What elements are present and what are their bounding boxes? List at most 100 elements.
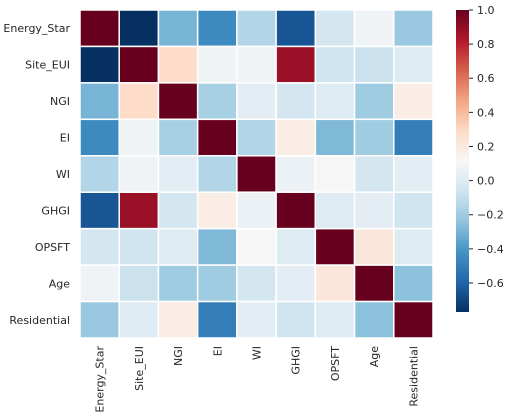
heatmap-cell-energy_star-age <box>353 9 395 48</box>
colorbar-tick-label: 0.8 <box>477 38 495 51</box>
heatmap-cell-ei-ei <box>196 118 238 157</box>
heatmap-cell-wi-energy_star <box>79 155 120 193</box>
colorbar-tick-label: 0.4 <box>477 106 495 119</box>
x-tick-label: EI <box>211 346 224 356</box>
colorbar-tick-label: 0.6 <box>477 72 495 85</box>
heatmap-cell-ngi-ghgi <box>275 82 317 121</box>
x-tick-label: OPSFT <box>329 346 342 381</box>
heatmap-cell-site_eui-ei <box>196 45 238 84</box>
heatmap-cell-ei-ngi <box>157 118 199 157</box>
x-tick-label: Age <box>368 346 381 368</box>
y-tick-label: Energy_Star <box>3 22 70 35</box>
heatmap-cell-ei-site_eui <box>118 118 160 157</box>
heatmap-cell-residential-energy_star <box>79 300 120 339</box>
colorbar-ticks: −0.6 −0.4 −0.2 0.0 0.2 0.4 0.6 0.8 1.0 <box>469 4 504 290</box>
heatmap-cell-ei-age <box>353 118 395 157</box>
heatmap-cell-site_eui-ngi <box>157 45 199 84</box>
heatmap-cell-age-ghgi <box>275 264 317 303</box>
heatmap-cell-ghgi-residential <box>393 191 434 230</box>
heatmap-cell-age-site_eui <box>118 264 160 303</box>
heatmap-cell-wi-opsft <box>314 155 356 193</box>
heatmap-cell-site_eui-residential <box>393 45 434 84</box>
heatmap-cell-ei-wi <box>236 118 277 157</box>
heatmap-cell-ghgi-ghgi <box>275 191 317 230</box>
heatmap-cell-site_eui-opsft <box>314 45 356 84</box>
heatmap-cell-ghgi-site_eui <box>118 191 160 230</box>
heatmap-cell-opsft-residential <box>393 227 434 266</box>
heatmap-cell-energy_star-opsft <box>314 9 356 48</box>
colorbar <box>456 10 469 312</box>
heatmap-cell-residential-residential <box>393 300 434 339</box>
heatmap-cell-age-ei <box>196 264 238 303</box>
y-tick-label: Age <box>49 277 71 290</box>
heatmap-cell-energy_star-energy_star <box>79 9 120 48</box>
x-tick-label: Residential <box>407 346 420 407</box>
heatmap-cell-energy_star-residential <box>393 9 434 48</box>
heatmap-cell-ngi-wi <box>236 82 277 121</box>
heatmap-cell-wi-ei <box>196 155 238 193</box>
heatmap-cell-ngi-ei <box>196 82 238 121</box>
heatmap-cell-residential-ngi <box>157 300 199 339</box>
heatmap-cell-energy_star-ei <box>196 9 238 48</box>
y-tick-label: NGI <box>50 95 70 108</box>
heatmap-cell-opsft-age <box>353 227 395 266</box>
x-tick-labels: Energy_Star Site_EUI NGI EI WI GHGI OPSFT Age Re… <box>94 346 421 413</box>
x-tick-label: Site_EUI <box>133 346 146 391</box>
heatmap-cell-ghgi-opsft <box>314 191 356 230</box>
heatmap-cell-ngi-site_eui <box>118 82 160 121</box>
heatmap-cell-wi-site_eui <box>118 155 160 193</box>
heatmap-cell-ghgi-age <box>353 191 395 230</box>
x-tick-label: GHGI <box>290 346 303 375</box>
heatmap-cell-age-opsft <box>314 264 356 303</box>
x-tick-label: Energy_Star <box>94 346 107 413</box>
heatmap-cell-residential-wi <box>236 300 277 339</box>
heatmap-cell-energy_star-ghgi <box>275 9 317 48</box>
heatmap-cell-wi-ghgi <box>275 155 317 193</box>
colorbar-tick-label: 0.0 <box>477 175 495 188</box>
heatmap-cell-residential-ghgi <box>275 300 317 339</box>
colorbar-tick-label: 1.0 <box>477 4 495 17</box>
heatmap-cell-ei-ghgi <box>275 118 317 157</box>
colorbar-tick-label: −0.6 <box>477 277 504 290</box>
heatmap-cell-energy_star-wi <box>236 9 277 48</box>
y-tick-label: OPSFT <box>35 241 70 254</box>
y-tick-label: WI <box>56 168 70 181</box>
y-tick-label: GHGI <box>41 204 70 217</box>
x-tick-label: WI <box>251 346 264 360</box>
colorbar-tick-label: 0.2 <box>477 140 495 153</box>
heatmap-cell-opsft-site_eui <box>118 227 160 266</box>
y-tick-labels: Energy_Star Site_EUI NGI EI WI GHGI OPSFT Age Re… <box>3 22 70 327</box>
heatmap-cell-age-energy_star <box>79 264 120 303</box>
heatmap-cell-ei-residential <box>393 118 434 157</box>
heatmap-cell-residential-site_eui <box>118 300 160 339</box>
y-tick-label: Site_EUI <box>25 59 70 72</box>
heatmap-cell-age-ngi <box>157 264 199 303</box>
heatmap-cell-opsft-ghgi <box>275 227 317 266</box>
heatmap-cell-site_eui-site_eui <box>118 45 160 84</box>
heatmap-cell-ngi-opsft <box>314 82 356 121</box>
heatmap-cell-ghgi-wi <box>236 191 277 230</box>
colorbar-tick-label: −0.2 <box>477 209 504 222</box>
heatmap-cell-ei-energy_star <box>79 118 120 157</box>
heatmap-cell-ei-opsft <box>314 118 356 157</box>
heatmap-cell-opsft-ei <box>196 227 238 266</box>
heatmap-cell-wi-residential <box>393 155 434 193</box>
x-tick-label: NGI <box>172 346 185 366</box>
heatmap-cell-opsft-opsft <box>314 227 356 266</box>
heatmap-cell-age-wi <box>236 264 277 303</box>
heatmap-cell-age-residential <box>393 264 434 303</box>
heatmap-cell-opsft-energy_star <box>79 227 120 266</box>
heatmap-cell-energy_star-ngi <box>157 9 199 48</box>
y-tick-label: EI <box>60 132 70 145</box>
heatmap-cell-ngi-residential <box>393 82 434 121</box>
heatmap-cell-age-age <box>353 264 395 303</box>
heatmap-cell-residential-opsft <box>314 300 356 339</box>
heatmap-cell-opsft-ngi <box>157 227 199 266</box>
heatmap-cell-ngi-ngi <box>157 82 199 121</box>
heatmap-cell-ghgi-ngi <box>157 191 199 230</box>
heatmap-cell-ghgi-energy_star <box>79 191 120 230</box>
heatmap-cell-site_eui-ghgi <box>275 45 317 84</box>
heatmap-cell-ngi-age <box>353 82 395 121</box>
heatmap-cell-wi-age <box>353 155 395 193</box>
